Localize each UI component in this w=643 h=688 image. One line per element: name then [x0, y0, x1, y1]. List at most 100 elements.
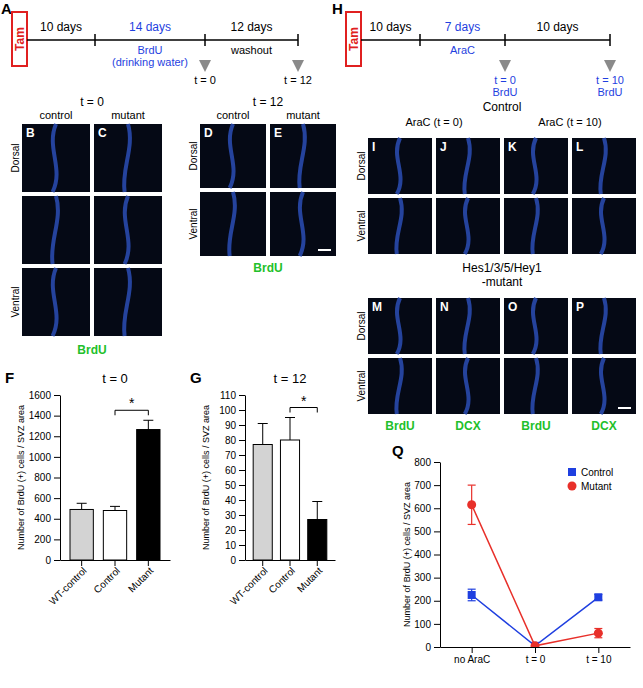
tick-label: 30: [225, 510, 237, 521]
micrograph: [504, 138, 568, 194]
y-tick: 0: [230, 555, 245, 566]
error-cap: [468, 589, 476, 590]
y-tick: 300: [414, 572, 440, 583]
timeline-tick: [297, 34, 299, 46]
tick-mark: [54, 498, 60, 499]
micrograph: [572, 298, 636, 354]
error-cap: [468, 524, 476, 525]
ventricle-wall: [299, 124, 305, 188]
tick-mark: [239, 470, 245, 471]
tick-mark: [262, 560, 263, 566]
series-line: [472, 505, 599, 646]
tam-box: [12, 12, 27, 66]
axis-line: [245, 396, 246, 561]
row-label: Dorsal: [188, 142, 199, 171]
legend-marker: [568, 482, 577, 491]
scale-bar: [618, 407, 631, 409]
tick-mark: [239, 440, 245, 441]
tick-label: no AraC: [454, 654, 490, 665]
segment-label: 10 days: [369, 20, 411, 34]
y-tick: 70: [225, 450, 245, 461]
tick-label: 500: [414, 526, 431, 537]
panel-label: F: [5, 369, 14, 386]
stain-label: BrdU: [77, 343, 106, 357]
micrograph: [504, 358, 568, 414]
tick-label: 400: [414, 549, 431, 560]
tick-mark: [317, 560, 318, 566]
panel-title: Control: [483, 100, 522, 114]
tick-mark: [434, 508, 440, 509]
axis-title: Number of BrdU (+) cells / SVZ area: [201, 405, 211, 550]
micrograph: [436, 138, 500, 194]
y-tick: 700: [414, 480, 440, 491]
panel-label: P: [576, 300, 584, 314]
bar: [70, 509, 93, 560]
data-point: [594, 629, 603, 638]
panel-label: H: [332, 0, 343, 17]
tick-label: 0: [45, 555, 51, 566]
tick-mark: [239, 485, 245, 486]
tick-label: 700: [414, 480, 431, 491]
marker-label: t = 0: [494, 74, 516, 86]
axis-line: [440, 463, 441, 648]
tick-label: 600: [34, 493, 51, 504]
tick-label: 200: [414, 595, 431, 606]
x-tick: Control: [266, 560, 297, 596]
tick-label: 100: [219, 405, 236, 416]
tick-mark: [239, 410, 245, 411]
y-tick: 200: [34, 534, 60, 545]
x-tick: t = 10: [586, 647, 612, 665]
panel-label: N: [440, 300, 449, 314]
image-panel: Hes1/3/5/Hey1-mutantDorsalVentralMNOPBrd…: [356, 261, 636, 433]
legend-label: Control: [581, 467, 613, 478]
tick-mark: [81, 560, 82, 566]
tick-label: 0: [230, 555, 236, 566]
micrograph: [368, 358, 432, 414]
bar-chart: 0102030405060708090100110WT-controlContr…: [190, 369, 336, 607]
segment-note: washout: [230, 44, 272, 56]
row-label: Dorsal: [10, 144, 21, 173]
y-tick: 20: [225, 525, 245, 536]
scale-bar: [318, 249, 331, 251]
tick-mark: [54, 478, 60, 479]
micrograph: [572, 138, 636, 194]
panel-label: D: [204, 126, 213, 140]
timeline-tick: [504, 34, 506, 46]
ventricle-wall: [533, 138, 537, 194]
tick-mark: [290, 560, 291, 566]
error-cap: [77, 503, 87, 504]
row-label: Dorsal: [356, 152, 367, 181]
marker-label: t = 12: [284, 74, 312, 86]
x-axis: WT-controlControlMutant: [47, 560, 171, 607]
tick-label: 20: [225, 525, 237, 536]
ventricle-wall: [532, 198, 538, 254]
ventricle-wall: [600, 298, 606, 354]
segment-label: 10 days: [40, 20, 82, 34]
tick-mark: [54, 436, 60, 437]
tick-mark: [239, 545, 245, 546]
tick-mark: [472, 647, 473, 653]
y-tick: 80: [225, 435, 245, 446]
segment-note: (drinking water): [112, 56, 188, 68]
error-cap: [285, 417, 295, 418]
tick-label: 800: [414, 457, 431, 468]
panel-label: E: [274, 126, 282, 140]
segment-note: AraC: [450, 44, 475, 56]
ventricle-wall: [397, 298, 401, 354]
x-tick: Mutant: [126, 560, 156, 594]
micrograph: [368, 198, 432, 254]
timeline-tick: [94, 34, 96, 46]
bar: [103, 511, 126, 561]
micrograph: [572, 358, 636, 414]
axis-title: Number of BrdU (+) cells / SVZ area: [16, 405, 26, 550]
ventricle-wall: [300, 192, 304, 256]
timeline-tick: [419, 34, 421, 46]
tick-label: 1200: [29, 431, 52, 442]
x-tick: no AraC: [454, 647, 490, 665]
tick-mark: [54, 560, 60, 561]
y-tick: 10: [225, 540, 245, 551]
segment-label: 12 days: [230, 20, 272, 34]
x-tick: Mutant: [295, 560, 325, 594]
tick-label: t = 0: [526, 654, 546, 665]
marker-label: BrdU: [597, 86, 622, 98]
